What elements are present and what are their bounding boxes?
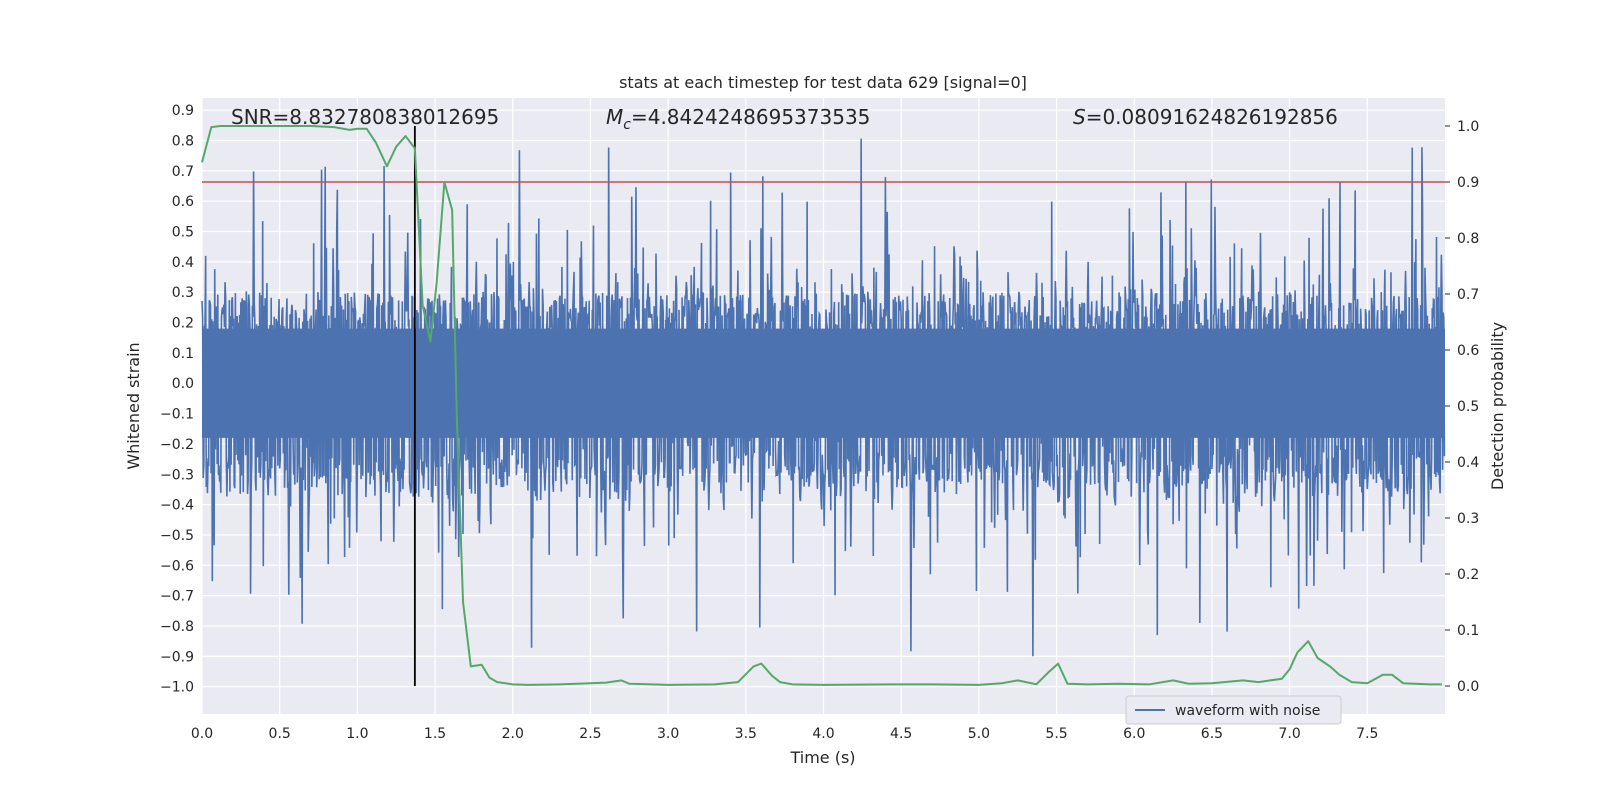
x-tick-label: 0.5 [269,726,291,742]
y-tick-label: 0.6 [172,194,194,210]
y2-tick-label: 0.0 [1457,679,1479,695]
x-tick-label: 1.5 [424,726,446,742]
legend-box [1125,695,1342,725]
y-tick-label: −0.3 [160,467,194,483]
y-tick-label: −0.8 [160,619,194,635]
x-tick-label: 4.0 [812,726,834,742]
x-tick-label: 5.5 [1045,726,1067,742]
y-tick-label: 0.0 [172,376,194,392]
y-tick-labels: 0.9 0.8 0.7 0.6 0.5 0.4 0.3 0.2 0.1 0.0 −0.1 −0.2 −0… [160,103,194,696]
y-tick-label: −0.7 [160,589,194,605]
y2-tick-label: 0.2 [1457,567,1479,583]
x-tick-label: 2.0 [502,726,524,742]
y2-tick-label: 0.4 [1457,455,1479,471]
y-tick-label: −0.2 [160,437,194,453]
y2-tick-label: 1.0 [1457,119,1479,135]
y2-axis-label: Detection probability [1488,322,1507,490]
y2-tick-label: 0.5 [1457,399,1479,415]
y-tick-label: 0.4 [172,255,194,271]
y-tick-label: 0.7 [172,164,194,180]
mc-symbol: M [606,105,623,129]
y-tick-label: −0.1 [160,407,194,423]
y-tick-label: 0.5 [172,225,194,241]
y2-tick-label: 0.7 [1457,287,1479,303]
y-tick-label: −1.0 [160,680,194,696]
mc-annotation: Mc=4.8424248695373535 [606,105,870,133]
y2-tick-labels: 1.0 0.9 0.8 0.7 0.6 0.5 0.4 0.3 0.2 0.1 0.0 [1445,119,1479,695]
y2-tick-label: 0.6 [1457,343,1479,359]
x-tick-label: 3.0 [657,726,679,742]
x-tick-label: 5.0 [968,726,990,742]
x-tick-label: 7.5 [1356,726,1378,742]
y2-tick-label: 0.9 [1457,175,1479,191]
waveform-with-noise-series [201,138,1446,657]
x-tick-label: 3.5 [735,726,757,742]
x-tick-labels: 0.0 0.5 1.0 1.5 2.0 2.5 3.0 3.5 4.0 4.5 5.0 5.5 6.0 6… [191,726,1379,742]
detection-probability-series [201,125,1442,686]
y-tick-label: −0.9 [160,649,194,665]
mc-subscript: c [623,117,631,133]
y-tick-label: −0.6 [160,558,194,574]
x-tick-label: 6.5 [1201,726,1223,742]
y-tick-label: 0.8 [172,133,194,149]
overlay-lines [202,126,1445,686]
x-axis-label: Time (s) [789,748,855,767]
y-axis-label: Whitened strain [124,342,143,469]
waveform-core-band [202,328,1445,438]
s-annotation: S=0.08091624826192856 [1073,105,1338,129]
legend-label: waveform with noise [1175,703,1320,719]
x-tick-label: 2.5 [579,726,601,742]
y-tick-label: 0.2 [172,316,194,332]
x-tick-label: 6.0 [1123,726,1145,742]
s-symbol: S [1073,105,1086,129]
x-tick-label: 1.0 [346,726,368,742]
y2-tick-label: 0.8 [1457,231,1479,247]
snr-annotation: SNR=8.832780838012695 [231,105,499,129]
chart-title: stats at each timestep for test data 629… [619,73,1027,92]
legend: waveform with noise [1125,695,1342,725]
y-tick-label: −0.5 [160,528,194,544]
y2-tick-label: 0.1 [1457,623,1479,639]
detection-probability-line [201,125,1442,686]
x-tick-label: 7.0 [1278,726,1300,742]
x-tick-label: 4.5 [890,726,912,742]
x-tick-label: 0.0 [191,726,213,742]
mc-value: =4.8424248695373535 [631,105,870,129]
y-tick-label: −0.4 [160,498,194,514]
y-tick-label: 0.3 [172,285,194,301]
s-value: =0.08091624826192856 [1086,105,1338,129]
y-tick-label: 0.1 [172,346,194,362]
y2-tick-label: 0.3 [1457,511,1479,527]
y-tick-label: 0.9 [172,103,194,119]
